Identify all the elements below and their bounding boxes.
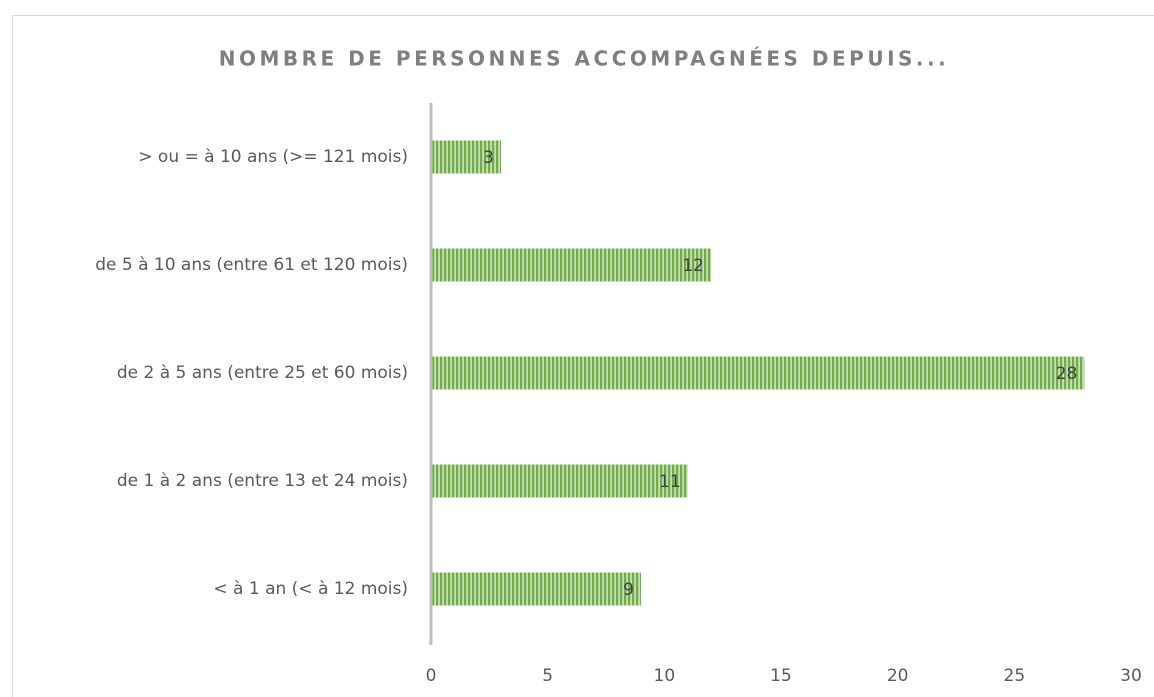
data-label: 11 [659, 472, 681, 492]
bar [431, 248, 711, 282]
y-tick-label: de 5 à 10 ans (entre 61 et 120 mois) [95, 255, 408, 275]
data-label: 9 [623, 580, 634, 600]
x-tick-label: 5 [542, 666, 553, 686]
bar [431, 464, 688, 498]
y-tick-label: < à 1 an (< à 12 mois) [213, 579, 408, 599]
x-tick-label: 15 [770, 666, 792, 686]
x-tick-label: 20 [887, 666, 909, 686]
x-tick-label: 25 [1004, 666, 1026, 686]
chart-title: NOMBRE DE PERSONNES ACCOMPAGNÉES DEPUIS.… [219, 47, 949, 71]
x-tick-label: 30 [1120, 666, 1142, 686]
data-label: 12 [682, 256, 704, 276]
bar [431, 140, 501, 174]
x-tick-label: 10 [654, 666, 676, 686]
bar [431, 356, 1085, 390]
x-tick-label: 0 [426, 666, 437, 686]
bar [431, 572, 641, 606]
y-tick-label: > ou = à 10 ans (>= 121 mois) [138, 147, 408, 167]
y-tick-label: de 2 à 5 ans (entre 25 et 60 mois) [117, 363, 408, 383]
y-tick-label: de 1 à 2 ans (entre 13 et 24 mois) [117, 471, 408, 491]
data-label: 28 [1056, 364, 1078, 384]
data-label: 3 [483, 148, 494, 168]
